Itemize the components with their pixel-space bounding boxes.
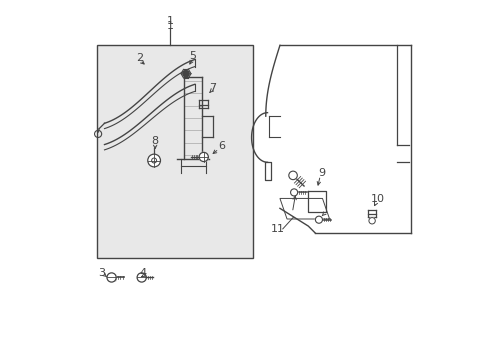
Text: 7: 7 — [208, 83, 216, 93]
Circle shape — [107, 273, 116, 282]
Text: 2: 2 — [136, 53, 143, 63]
Circle shape — [137, 273, 146, 282]
Text: 8: 8 — [151, 136, 159, 146]
Text: 3: 3 — [98, 268, 105, 278]
Text: 9: 9 — [318, 168, 325, 178]
Circle shape — [183, 71, 189, 77]
Circle shape — [147, 154, 160, 167]
Circle shape — [288, 171, 297, 180]
Circle shape — [290, 189, 297, 196]
Text: 6: 6 — [218, 141, 224, 151]
Text: 1: 1 — [166, 16, 173, 26]
Circle shape — [199, 152, 208, 162]
Circle shape — [368, 217, 374, 224]
Text: 11: 11 — [271, 224, 285, 234]
Circle shape — [315, 216, 322, 223]
Text: 4: 4 — [139, 268, 146, 278]
Text: 5: 5 — [189, 51, 196, 61]
Text: 10: 10 — [369, 194, 384, 204]
Bar — [97, 45, 253, 258]
Text: 1: 1 — [166, 21, 173, 31]
